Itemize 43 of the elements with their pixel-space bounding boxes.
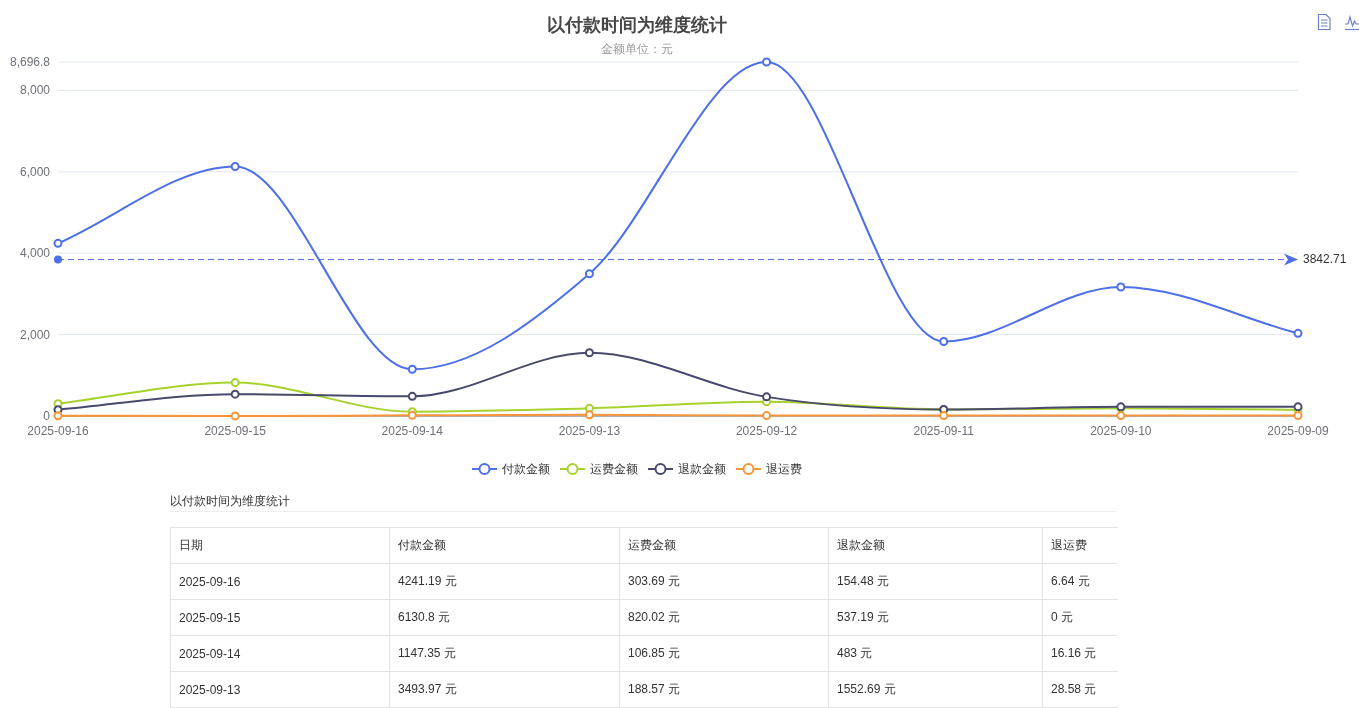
x-tick-label: 2025-09-15 xyxy=(204,424,267,438)
y-tick-label: 2,000 xyxy=(19,327,51,342)
table-cell: 154.48 元 xyxy=(828,563,1043,600)
y-tick-label: 4,000 xyxy=(19,246,51,261)
y-tick-label: 6,000 xyxy=(19,164,51,179)
x-tick-label: 2025-09-12 xyxy=(735,424,798,438)
table-cell: 1147.35 元 xyxy=(389,635,620,672)
x-tick-label: 2025-09-14 xyxy=(381,424,444,438)
y-tick-label: 0 xyxy=(43,409,51,423)
ref-line-label: 3842.71 xyxy=(1303,251,1347,266)
legend-label: 付款金额 xyxy=(501,462,550,476)
x-tick-label: 2025-09-16 xyxy=(27,424,90,438)
table-cell: 483 元 xyxy=(828,635,1043,672)
table-cell: 6130.8 元 xyxy=(389,599,620,636)
table-cell: 2025-09-14 xyxy=(170,635,390,672)
table-header-cell: 退款金额 xyxy=(828,527,1043,564)
table-header-cell: 付款金额 xyxy=(389,527,620,564)
x-tick-label: 2025-09-13 xyxy=(558,424,621,438)
chart-title: 以付款时间为维度统计 xyxy=(547,15,727,35)
chart-subtitle: 金额单位：元 xyxy=(601,42,673,56)
table-cell: 188.57 元 xyxy=(619,671,829,708)
table-cell: 537.19 元 xyxy=(828,599,1043,636)
x-tick-label: 2025-09-09 xyxy=(1267,424,1330,438)
table-cell: 2025-09-13 xyxy=(170,671,390,708)
table-cell: 2025-09-16 xyxy=(170,563,390,600)
y-tick-label: 8,000 xyxy=(19,83,51,98)
table-cell: 3493.97 元 xyxy=(389,671,620,708)
y-tick-label: 8,696.8 xyxy=(9,55,51,69)
table-cell: 4241.19 元 xyxy=(389,563,620,600)
legend-label: 退运费 xyxy=(766,462,802,476)
table-cell: 1552.69 元 xyxy=(828,671,1043,708)
table-cell: 303.69 元 xyxy=(619,563,829,600)
table-header-cell: 退运费 xyxy=(1042,527,1118,564)
table-cell: 820.02 元 xyxy=(619,599,829,636)
table-header-cell: 运费金额 xyxy=(619,527,829,564)
legend-label: 退款金额 xyxy=(678,462,726,476)
table-cell: 106.85 元 xyxy=(619,635,829,672)
legend-label: 运费金额 xyxy=(590,462,638,476)
table-cell: 2025-09-15 xyxy=(170,599,390,636)
x-tick-label: 2025-09-10 xyxy=(1090,424,1152,438)
table-caption: 以付款时间为维度统计 xyxy=(170,491,1117,512)
table-header-cell: 日期 xyxy=(170,527,390,564)
x-tick-label: 2025-09-11 xyxy=(913,424,975,438)
